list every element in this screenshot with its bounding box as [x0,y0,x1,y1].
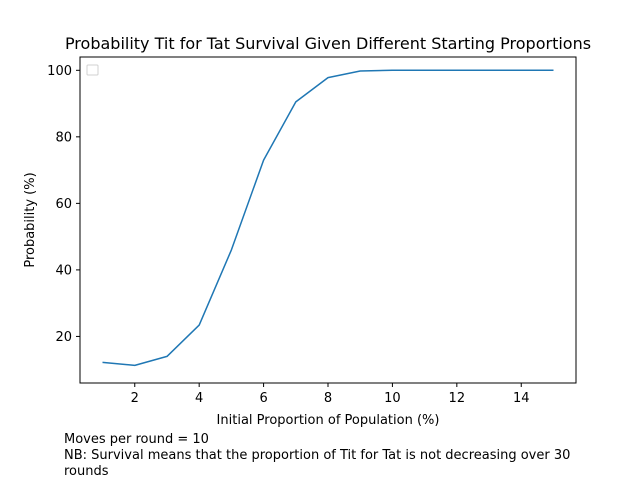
series-line [102,69,554,367]
x-axis-label: Initial Proportion of Population (%) [217,413,440,428]
y-tick-label: 60 [55,197,72,212]
x-tick-label: 4 [195,391,203,406]
plot-frame [79,56,577,384]
x-axis-ticks: 2 4 6 8 10 12 14 [131,383,530,406]
x-tick-label: 8 [324,391,332,406]
y-axis-label: Probability (%) [23,172,38,267]
x-tick-label: 14 [513,391,530,406]
chart-title: Probability Tit for Tat Survival Given D… [65,34,591,53]
y-tick-label: 100 [47,64,72,79]
y-tick-label: 80 [55,130,72,145]
x-tick-label: 2 [131,391,139,406]
x-tick-label: 10 [384,391,401,406]
x-tick-label: 6 [259,391,267,406]
y-axis-ticks: 20 40 60 80 100 [47,64,80,345]
note-moves-per-round: Moves per round = 10 [64,432,209,447]
x-tick-label: 12 [449,391,466,406]
note-survival-definition-cont: rounds [64,464,109,479]
y-tick-label: 40 [55,263,72,278]
y-tick-label: 20 [55,330,72,345]
legend-box [86,64,99,76]
note-survival-definition: NB: Survival means that the proportion o… [64,448,571,463]
